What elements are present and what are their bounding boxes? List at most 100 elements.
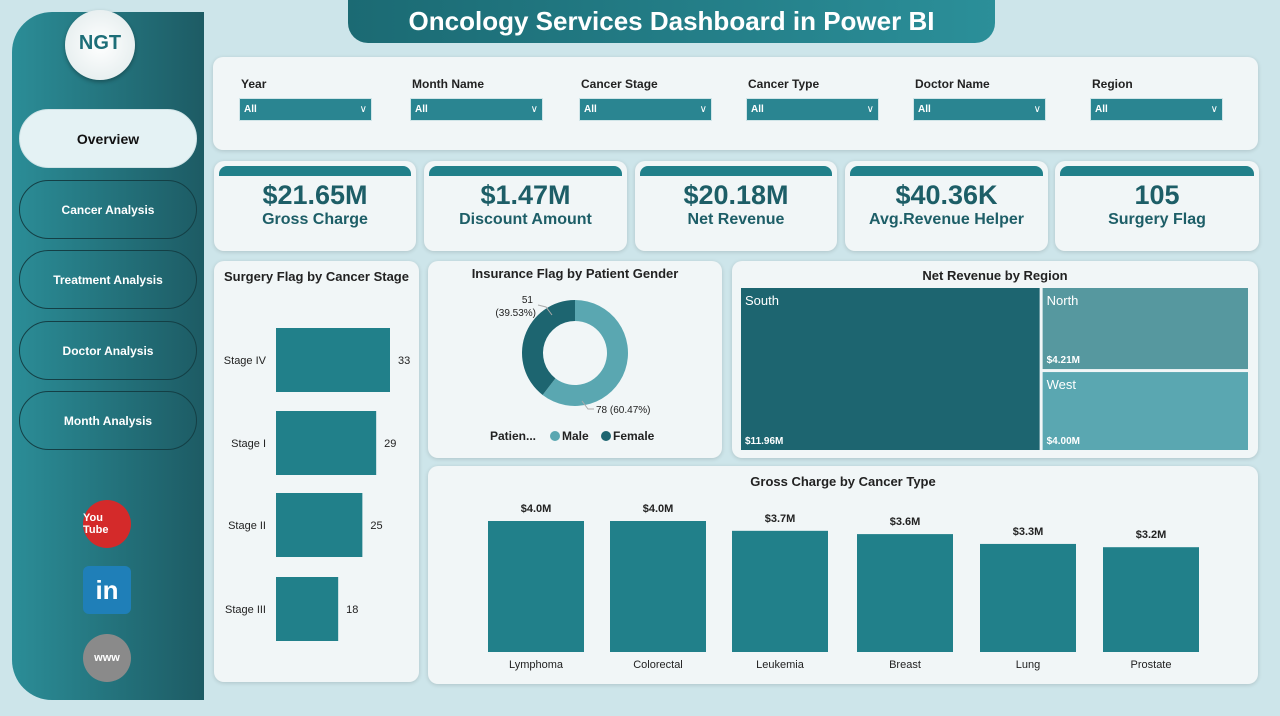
page-title: Oncology Services Dashboard in Power BI [348,0,995,43]
filter-region-dropdown[interactable]: All ∨ [1090,98,1223,121]
treemap-tile-north[interactable] [1042,288,1248,370]
insurance-by-gender-card: Insurance Flag by Patient Gender [428,261,722,458]
filter-label: Cancer Type [748,77,820,91]
bar[interactable] [857,534,953,652]
chevron-down-icon: ∨ [1033,104,1041,115]
kpi-accent-bar [219,166,411,176]
chevron-down-icon: ∨ [359,104,367,115]
nav-doctor-analysis[interactable]: Doctor Analysis [19,321,197,380]
filter-month-name-dropdown[interactable]: All ∨ [410,98,543,121]
kpi-card: $1.47M Discount Amount [424,161,627,251]
chevron-down-icon: ∨ [530,104,538,115]
filter-panel [213,57,1258,150]
tile-name: North [1047,293,1079,308]
bar[interactable] [276,328,390,392]
tile-name: South [745,293,779,308]
data-label: 18 [346,604,358,616]
insurance-by-gender-chart: 51 (39.53%) 78 (60.47%) Patien... Male Female [490,295,655,443]
bar[interactable] [276,411,377,475]
kpi-label: Avg.Revenue Helper [868,211,1024,228]
filter-label: Region [1092,77,1133,91]
youtube-icon[interactable]: You Tube [83,500,131,548]
tile-value: $4.21M [1047,355,1080,366]
category-label: Stage I [231,438,266,450]
tile-value: $11.96M [745,436,783,447]
chart-title: Insurance Flag by Patient Gender [471,266,679,281]
nav-label: Month Analysis [63,413,153,428]
kpi-card: $20.18M Net Revenue [635,161,837,251]
category-label: Stage II [228,520,266,532]
kpi-card: $21.65M Gross Charge [214,161,416,251]
data-label: $3.2M [1136,529,1167,541]
filter-year-dropdown[interactable]: All ∨ [239,98,372,121]
filter-doctor-name-dropdown[interactable]: All ∨ [913,98,1046,121]
kpi-label: Gross Charge [262,211,368,228]
icon-label: www [94,652,120,664]
slice-female[interactable] [522,300,575,395]
data-label: 78 (60.47%) [596,405,650,416]
kpi-value: $20.18M [683,180,789,210]
kpi-card: $40.36K Avg.Revenue Helper [845,161,1048,251]
filter-label: Doctor Name [915,77,990,91]
category-label: Breast [889,659,921,671]
nav-month-analysis[interactable]: Month Analysis [19,391,197,450]
bar[interactable] [276,493,363,557]
bar[interactable] [980,543,1076,652]
leader-line [581,400,594,410]
filter-value: All [918,104,931,115]
surgery-by-stage-chart: Stage IV 33 Stage I 29 Stage II 25 Stage III 18 [224,328,410,641]
linkedin-icon[interactable]: in [83,566,131,614]
chart-title: Gross Charge by Cancer Type [750,474,936,489]
chevron-down-icon: ∨ [866,104,874,115]
chevron-down-icon: ∨ [699,104,707,115]
kpi-label: Discount Amount [459,211,592,228]
legend-item[interactable]: Female [613,429,655,443]
bar[interactable] [732,530,828,652]
data-label: $3.3M [1013,526,1044,538]
legend-marker [550,431,560,441]
data-label: $3.6M [890,516,921,528]
kpi-accent-bar [640,166,832,176]
kpi-label: Surgery Flag [1108,211,1206,228]
nav-cancer-analysis[interactable]: Cancer Analysis [19,180,197,239]
revenue-by-region-treemap: South $11.96M North $4.21M West $4.00M [741,288,1248,450]
chart-title: Surgery Flag by Cancer Stage [224,269,409,284]
filter-cancer-type-dropdown[interactable]: All ∨ [746,98,879,121]
nav-treatment-analysis[interactable]: Treatment Analysis [19,250,197,309]
data-label: (39.53%) [495,308,536,319]
filter-cancer-stage-dropdown[interactable]: All ∨ [579,98,712,121]
data-label: 25 [370,520,382,532]
filter-value: All [584,104,597,115]
filter-value: All [751,104,764,115]
kpi-accent-bar [429,166,622,176]
data-label: $4.0M [521,503,552,515]
kpi-accent-bar [1060,166,1254,176]
icon-label: in [95,574,119,605]
tile-name: West [1047,377,1077,392]
slice-male[interactable] [542,300,628,406]
nav-label: Doctor Analysis [62,343,154,358]
kpi-value: $21.65M [262,180,368,210]
nav-label: Treatment Analysis [53,272,163,287]
leader-line [537,304,553,316]
globe-icon[interactable]: www [83,634,131,682]
bar[interactable] [1103,547,1199,652]
legend-item[interactable]: Male [562,429,589,443]
bar[interactable] [610,521,706,652]
filter-value: All [244,104,257,115]
tile-value: $4.00M [1047,436,1080,447]
bar[interactable] [276,577,339,641]
category-label: Prostate [1131,659,1172,671]
category-label: Leukemia [756,659,805,671]
treemap-tile-west[interactable] [1042,372,1248,450]
bar[interactable] [488,521,584,652]
data-label: 33 [398,355,410,367]
chevron-down-icon: ∨ [1210,104,1218,115]
treemap-tile-south[interactable] [741,288,1040,450]
category-label: Stage III [225,604,266,616]
nav-label: Cancer Analysis [61,202,155,217]
filter-value: All [415,104,428,115]
kpi-accent-bar [850,166,1043,176]
nav-overview[interactable]: Overview [19,109,197,168]
kpi-value: $1.47M [480,180,571,210]
